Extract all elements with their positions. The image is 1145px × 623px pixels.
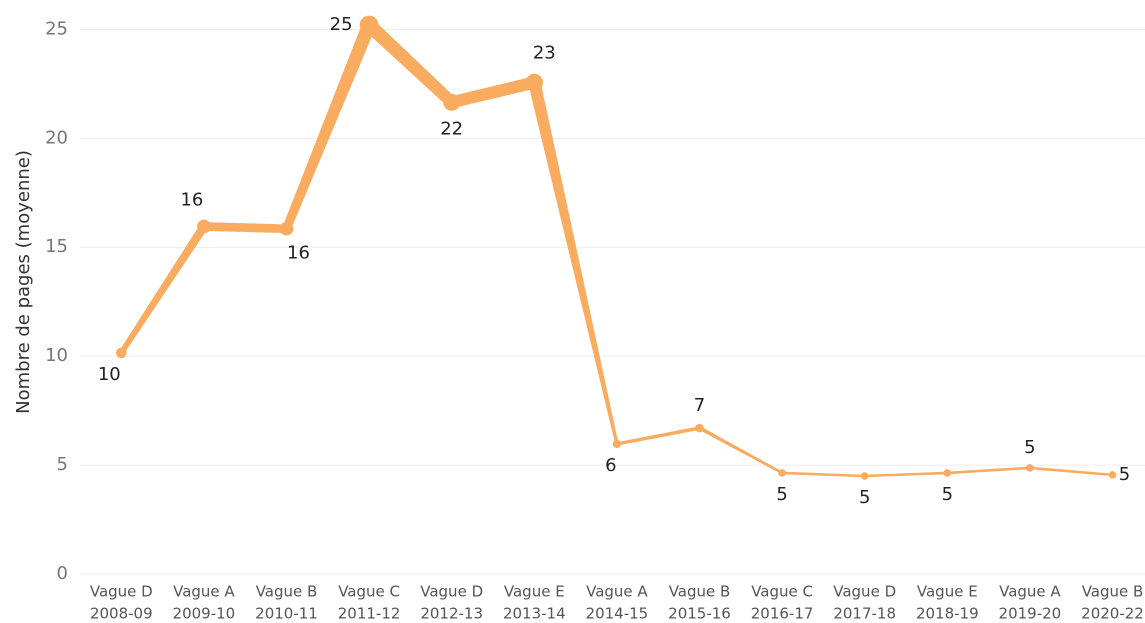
data-label: 23 [533, 43, 556, 64]
data-point [943, 469, 952, 477]
x-tick-label: 2014-15 [586, 605, 649, 623]
line-segment [616, 426, 700, 446]
x-tick-label: Vague C [338, 583, 400, 601]
data-label: 25 [330, 14, 353, 35]
x-tick-label: Vague D [420, 583, 483, 601]
data-point [778, 469, 786, 477]
x-tick-label: Vague E [504, 583, 565, 601]
x-tick-label: 2012-13 [420, 605, 483, 623]
x-tick-label: 2020-22 [1081, 605, 1144, 623]
data-label: 5 [1024, 437, 1035, 458]
x-tick-label: 2008-09 [90, 605, 153, 623]
x-tick-label: 2015-16 [668, 605, 731, 623]
x-tick-label: Vague D [833, 583, 896, 601]
x-tick-label: Vague A [586, 583, 648, 601]
line-segment [782, 471, 865, 478]
line-segment [450, 76, 536, 109]
line-segment [118, 224, 208, 355]
x-tick-label: Vague D [90, 583, 153, 601]
x-tick-label: 2010-11 [255, 605, 318, 623]
y-axis-label: Nombre de pages (moyenne) [13, 150, 34, 414]
x-tick-label: Vague C [751, 583, 813, 601]
data-point [860, 472, 869, 480]
line-segment [528, 81, 619, 445]
x-tick-label: 2009-10 [173, 605, 236, 623]
line-segment [698, 426, 783, 475]
data-point [695, 423, 704, 433]
data-point [525, 73, 544, 92]
data-point [279, 221, 294, 236]
x-tick-label: Vague E [917, 583, 978, 601]
x-tick-label: Vague A [999, 583, 1061, 601]
x-tick-label: 2011-12 [338, 605, 401, 623]
x-tick-label: Vague B [256, 583, 318, 601]
y-tick-label: 15 [45, 236, 68, 257]
x-tick-label: 2017-18 [833, 605, 896, 623]
data-point [1108, 471, 1117, 479]
x-tick-label: Vague A [173, 583, 235, 601]
data-label: 7 [694, 395, 705, 416]
line-segment [947, 466, 1030, 475]
line-segment [364, 19, 456, 107]
data-point [612, 439, 622, 449]
data-label: 5 [776, 484, 787, 505]
y-tick-label: 25 [45, 18, 68, 39]
line-segment [203, 222, 287, 234]
x-tick-label: 2018-19 [916, 605, 979, 623]
data-label: 16 [287, 243, 310, 264]
y-tick-label: 5 [57, 454, 68, 475]
x-tick-label: 2019-20 [999, 605, 1062, 623]
y-tick-label: 0 [57, 563, 68, 584]
data-point [359, 15, 379, 35]
data-point [116, 347, 127, 359]
data-label: 22 [440, 118, 463, 139]
data-label: 10 [98, 364, 121, 385]
x-tick-label: Vague B [1082, 583, 1144, 601]
data-label: 6 [605, 455, 616, 476]
line-segment [864, 471, 948, 478]
data-point [1026, 464, 1034, 472]
data-label: 5 [1119, 464, 1130, 485]
y-tick-label: 10 [45, 345, 68, 366]
data-label: 5 [942, 484, 953, 505]
x-tick-label: 2013-14 [503, 605, 566, 623]
x-tick-label: 2016-17 [751, 605, 814, 623]
line-segment [1029, 466, 1113, 477]
data-label: 16 [180, 190, 203, 211]
data-point [443, 93, 461, 111]
x-tick-label: Vague B [669, 583, 731, 601]
y-tick-label: 20 [45, 127, 68, 148]
data-point [197, 219, 211, 234]
line-segment [282, 22, 376, 231]
data-label: 5 [859, 487, 870, 508]
